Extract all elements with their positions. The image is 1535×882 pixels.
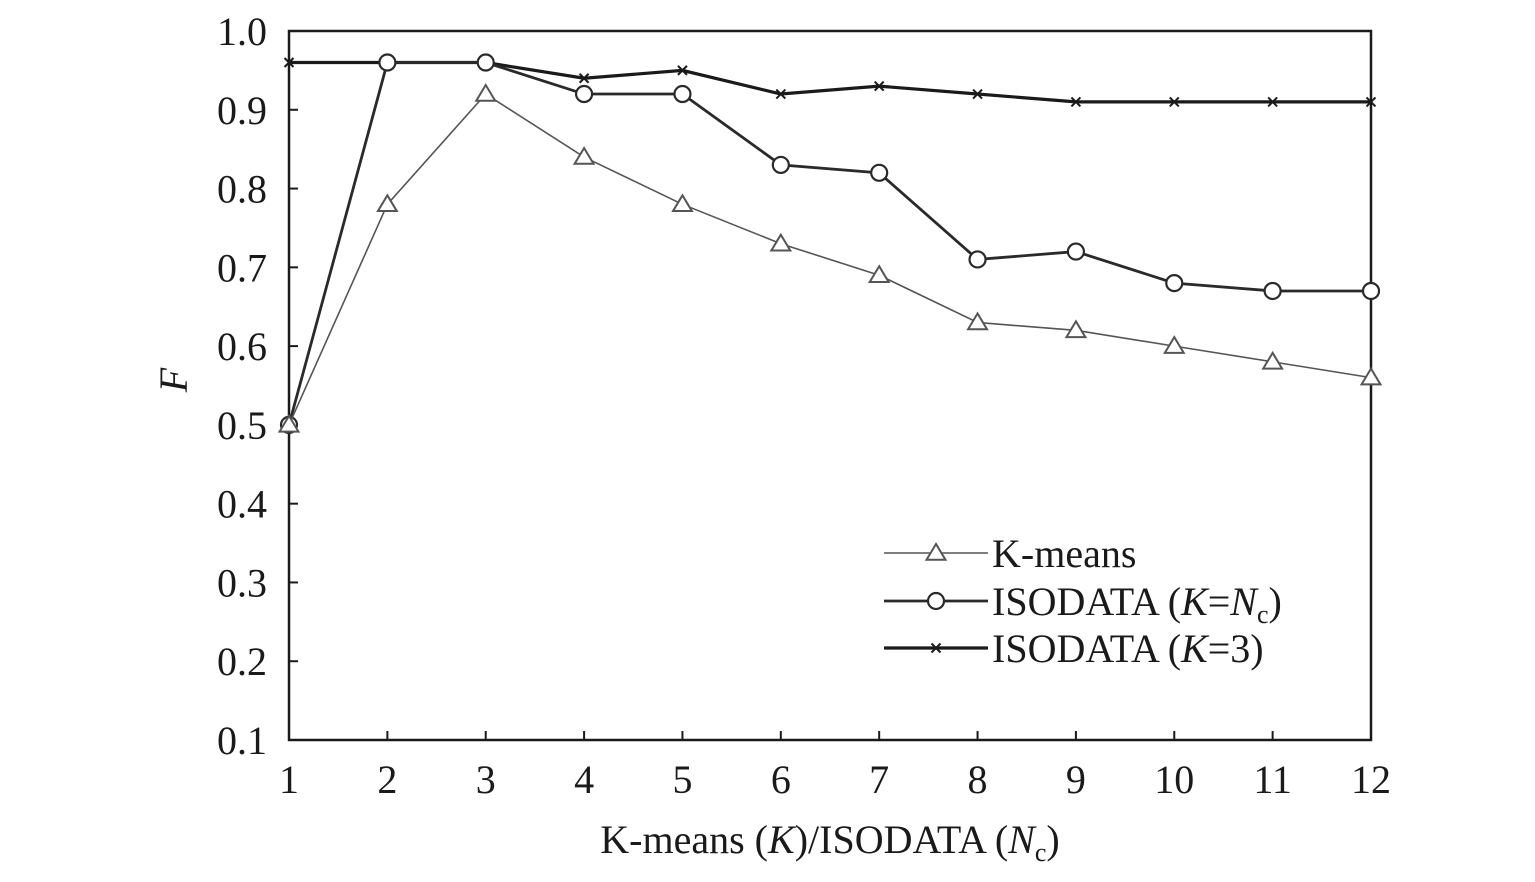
legend-marker-3: [930, 642, 942, 654]
series-line-3: [289, 60, 1371, 104]
x-tick-label: 7: [869, 757, 889, 802]
x-tick-label: 4: [574, 757, 594, 802]
data-point-s3-1: [283, 57, 295, 68]
x-tick-label: 5: [672, 757, 692, 802]
x-tick-label: 10: [1154, 757, 1194, 802]
y-tick-label: 0.7: [217, 245, 267, 290]
data-point-s3-12: [1365, 96, 1377, 108]
y-tick-label: 0.9: [217, 88, 267, 133]
data-point-s2-12: [1361, 281, 1381, 301]
y-tick-label: 0.2: [217, 639, 267, 684]
data-point-s2-11: [1263, 281, 1282, 301]
y-tick-label: 0.5: [217, 403, 267, 448]
data-point-s1-5: [671, 193, 694, 213]
y-tick-label: 0.3: [217, 560, 267, 605]
x-tick-label: 2: [377, 757, 397, 802]
data-point-s3-8: [972, 88, 983, 100]
y-tick-label: 0.6: [217, 324, 267, 369]
data-point-s3-7: [873, 80, 885, 92]
data-point-s3-11: [1267, 96, 1278, 108]
x-tick-label: 11: [1253, 757, 1292, 802]
data-point-s1-10: [1163, 335, 1186, 354]
data-point-s3-10: [1169, 96, 1180, 108]
plot-frame: [287, 29, 1373, 742]
x-tick-label: 1: [279, 757, 299, 802]
x-tick-label: 9: [1066, 757, 1086, 802]
y-tick-label: 0.4: [217, 482, 267, 527]
data-point-s1-7: [867, 264, 891, 283]
legend-marker-1: [924, 542, 948, 561]
x-axis-label: K-means (K)/ISODATA (Nc): [600, 817, 1059, 867]
data-point-s1-6: [769, 232, 793, 252]
data-point-s1-11: [1261, 350, 1284, 370]
data-point-s1-12: [1359, 366, 1383, 386]
y-tick-label: 1.0: [217, 9, 267, 54]
x-tick-label: 3: [476, 757, 496, 802]
data-point-s2-10: [1165, 273, 1184, 293]
data-point-s3-6: [775, 88, 787, 100]
data-point-s1-4: [572, 146, 596, 165]
series-line-2: [287, 61, 1371, 426]
series-line-1: [288, 92, 1372, 426]
x-tick-label: 12: [1351, 757, 1391, 802]
legend-marker-2: [926, 591, 946, 611]
data-point-s1-2: [376, 193, 399, 213]
data-point-s1-1: [277, 413, 301, 433]
data-point-s3-9: [1070, 96, 1082, 108]
plot-area: 0.10.20.30.40.50.60.70.80.91.01 2 3 4 5 6 7 8 9 1…: [151, 9, 1391, 867]
data-point-s2-3: [476, 53, 495, 72]
data-point-s3-5: [677, 65, 688, 76]
data-point-s2-7: [870, 163, 889, 182]
data-point-s2-4: [574, 84, 594, 104]
y-axis-label: F: [151, 367, 196, 393]
legend-label-3: ISODATA (K=3): [992, 626, 1264, 671]
y-tick-label: 0.8: [217, 167, 267, 212]
data-point-s1-9: [1064, 319, 1088, 339]
data-point-s1-8: [966, 311, 989, 331]
legend-label-1: K-means: [992, 531, 1136, 576]
data-point-s2-9: [1066, 242, 1086, 261]
legend-label-2: ISODATA (K=Nc): [992, 579, 1282, 629]
y-tick-label: 0.1: [217, 718, 267, 763]
data-point-s2-5: [673, 84, 692, 104]
data-point-s2-8: [968, 250, 987, 269]
data-point-s2-2: [378, 53, 397, 72]
x-tick-label: 8: [968, 757, 988, 802]
data-point-s1-3: [474, 83, 497, 102]
data-point-s3-4: [578, 73, 590, 84]
x-tick-label: 6: [771, 757, 791, 802]
data-point-s2-6: [771, 155, 790, 175]
